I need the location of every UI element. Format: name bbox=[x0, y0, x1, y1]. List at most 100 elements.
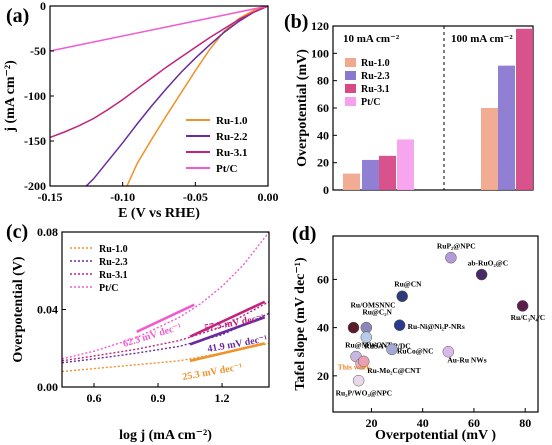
x-tick-label: 20 bbox=[365, 416, 377, 430]
y-tick-label: 0.00 bbox=[37, 380, 58, 394]
x-tick-label: 0.9 bbox=[151, 391, 166, 405]
x-tick-label: 1.2 bbox=[215, 391, 230, 405]
plot-frame bbox=[332, 235, 539, 413]
point-label: Au-Ru NWs bbox=[447, 356, 486, 365]
scatter-point bbox=[358, 355, 370, 368]
point-label: Ru/C₃N₄/C bbox=[511, 313, 546, 322]
legend-label: Ru-2.2 bbox=[216, 131, 248, 143]
x-tick-label: -0.15 bbox=[38, 190, 63, 204]
y-tick-label: -50 bbox=[30, 44, 46, 58]
y-tick-label: 0.08 bbox=[37, 225, 58, 239]
point-label: Ru-Ni@Ni₂P-NRs bbox=[408, 322, 465, 331]
series-line-ru-2-3 bbox=[61, 312, 270, 364]
scatter-point bbox=[475, 268, 488, 281]
x-tick-label: 0.6 bbox=[87, 391, 102, 405]
x-tick-label: 60 bbox=[468, 416, 480, 430]
x-axis-label: Overpotential (mV ) bbox=[375, 428, 496, 443]
x-tick-label: 80 bbox=[519, 416, 531, 430]
legend-label: Pt/C bbox=[99, 283, 118, 294]
y-tick-label: 40 bbox=[317, 321, 329, 335]
y-tick-label: 60 bbox=[317, 101, 329, 115]
point-label: Ru/OMSNNC bbox=[351, 301, 396, 310]
series-line-pt-c bbox=[49, 5, 269, 52]
y-axis-label: Tafel slope (mV dec⁻¹) bbox=[293, 257, 308, 391]
legend-swatch bbox=[345, 58, 356, 67]
scatter-point bbox=[396, 290, 408, 303]
bar-ru-3-1 bbox=[516, 28, 533, 190]
legend-label: Pt/C bbox=[216, 163, 237, 175]
panel-label-a: (a) bbox=[6, 5, 29, 27]
point-label: Ru@C₂N bbox=[362, 308, 392, 317]
legend-label: Ru-3.1 bbox=[216, 147, 247, 159]
panel-label-b: (b) bbox=[284, 11, 308, 33]
y-axis-label: Overpotential (mV) bbox=[295, 49, 310, 167]
legend-label: Ru-1.0 bbox=[99, 244, 128, 255]
x-tick-label: 0.00 bbox=[258, 190, 279, 204]
series-line-ru-2-2 bbox=[85, 5, 269, 187]
legend-swatch bbox=[345, 84, 356, 93]
x-axis-label: log j (mA cm⁻²) bbox=[119, 428, 212, 443]
series-line-ru-3-1 bbox=[61, 301, 270, 362]
scatter-point bbox=[442, 345, 455, 358]
group-label: 100 mA cm⁻² bbox=[451, 33, 513, 45]
point-label: This work bbox=[338, 362, 372, 371]
tafel-slope-label: 25.3 mV dec⁻¹ bbox=[182, 362, 244, 383]
y-tick-label: 20 bbox=[317, 156, 329, 170]
scatter-point bbox=[360, 321, 373, 334]
y-tick-label: 40 bbox=[317, 128, 329, 142]
y-tick-label: 60 bbox=[317, 272, 329, 286]
tafel-fit-line bbox=[189, 300, 266, 338]
y-tick-label: 20 bbox=[317, 369, 329, 383]
legend-label: Ru-2.3 bbox=[99, 257, 128, 268]
panel-b: 0 20 40 60 80 100 120 10 mA cm⁻² 100 mA cm⁻² Ru-1… bbox=[295, 19, 534, 197]
legend-label: Ru-1.0 bbox=[216, 115, 248, 127]
tafel-fit-line bbox=[189, 342, 266, 363]
y-tick-label: -100 bbox=[24, 89, 46, 103]
legend-swatch bbox=[345, 97, 356, 106]
point-label: ab-RuO₂@C bbox=[468, 259, 508, 268]
point-label: Ru@CN bbox=[394, 279, 422, 288]
y-tick-label: 120 bbox=[311, 19, 329, 33]
scatter-point bbox=[347, 321, 360, 334]
x-tick-label: -0.05 bbox=[183, 190, 208, 204]
y-tick-label: 0 bbox=[323, 183, 329, 197]
group-label: 10 mA cm⁻² bbox=[343, 33, 400, 45]
y-axis-label: Overpotential (V) bbox=[11, 256, 26, 362]
y-tick-label: 80 bbox=[317, 74, 329, 88]
scatter-point bbox=[386, 343, 398, 356]
panel-label-c: (c) bbox=[6, 221, 28, 243]
series-line-pt-c bbox=[61, 231, 270, 360]
bar-pt-c bbox=[397, 139, 414, 190]
series-line-ru-1-0 bbox=[126, 5, 269, 187]
bar-ru-2-3 bbox=[498, 65, 515, 190]
bar-ru-3-1 bbox=[379, 155, 396, 190]
tafel-fit-line bbox=[189, 316, 266, 346]
scatter-point bbox=[445, 251, 457, 264]
panel-label-d: (d) bbox=[292, 223, 316, 245]
x-tick-label: 40 bbox=[417, 416, 429, 430]
point-label: RuCo@NC bbox=[397, 346, 434, 355]
legend-label: Ru-1.0 bbox=[361, 58, 390, 69]
y-tick-label: 0.04 bbox=[37, 303, 58, 317]
legend-label: Ru-2.3 bbox=[361, 71, 390, 82]
scatter-point bbox=[393, 319, 406, 331]
point-label: Ru@MWCNT bbox=[345, 341, 392, 350]
bar-ru-1-0 bbox=[481, 108, 498, 190]
scatter-point bbox=[352, 374, 365, 387]
legend-swatch bbox=[345, 71, 356, 80]
series-line-ru-3-1 bbox=[49, 5, 269, 139]
panel-a: -0.15 -0.10 -0.05 0.00 0 -50 -100 -150 -200 E (V … bbox=[3, 0, 279, 221]
legend-label: Ru-3.1 bbox=[361, 84, 390, 95]
point-label: Ru₂P/WO₃@NPC bbox=[336, 389, 392, 398]
x-axis-label: E (V vs RHE) bbox=[118, 206, 200, 221]
y-tick-label: -200 bbox=[24, 179, 46, 193]
legend-label: Pt/C bbox=[361, 97, 380, 108]
point-label: Ru-Mo₂C@CNT bbox=[367, 366, 420, 375]
y-axis-label: j (mA cm⁻²) bbox=[3, 60, 18, 133]
plot-frame bbox=[49, 5, 269, 187]
scatter-point bbox=[360, 331, 373, 344]
panel-d: 20 40 60 80 20 40 60 RuP₂@NPC ab-RuO₂@C Ru/C₃N₄/C… bbox=[293, 235, 546, 443]
y-tick-label: 100 bbox=[311, 46, 329, 60]
